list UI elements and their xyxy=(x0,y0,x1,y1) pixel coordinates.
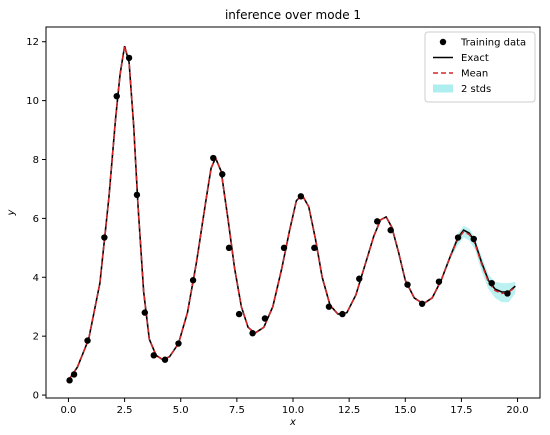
y-tick-label: 4 xyxy=(33,273,39,284)
y-tick-label: 6 xyxy=(33,214,39,225)
training-point xyxy=(374,218,381,225)
training-point xyxy=(261,315,269,322)
legend-training-marker xyxy=(439,38,447,46)
y-tick-label: 2 xyxy=(33,332,39,343)
training-point xyxy=(235,310,243,318)
training-point xyxy=(280,244,288,252)
x-tick-label: 10.0 xyxy=(282,405,304,416)
training-point xyxy=(454,234,462,241)
training-point xyxy=(225,244,233,252)
training-point xyxy=(470,235,477,243)
training-point xyxy=(161,356,169,363)
chart-title: inference over mode 1 xyxy=(225,8,361,22)
training-point xyxy=(404,281,411,288)
training-point xyxy=(387,226,394,234)
y-tick-label: 10 xyxy=(26,96,39,107)
y-axis-label: y xyxy=(6,208,17,216)
x-tick-label: 7.5 xyxy=(229,405,245,416)
training-point xyxy=(125,54,133,62)
x-tick-label: 17.5 xyxy=(450,405,472,416)
training-point xyxy=(141,309,148,316)
y-tick-label: 8 xyxy=(33,155,39,166)
training-point xyxy=(84,337,91,344)
x-tick-label: 20.0 xyxy=(506,405,528,416)
legend-label-training: Training data xyxy=(460,38,526,49)
training-point xyxy=(113,92,120,100)
legend-label-mean: Mean xyxy=(461,69,488,80)
std-band xyxy=(441,225,516,303)
training-point xyxy=(488,279,495,287)
training-point xyxy=(339,310,346,318)
training-point xyxy=(66,377,73,384)
training-point xyxy=(189,277,197,284)
training-point xyxy=(101,234,108,241)
training-point xyxy=(210,154,217,162)
training-point xyxy=(418,300,426,307)
x-tick-label: 5.0 xyxy=(173,405,189,416)
band-layer xyxy=(441,225,516,303)
training-point xyxy=(435,278,443,285)
training-point xyxy=(311,244,318,252)
legend-label-exact: Exact xyxy=(461,53,489,64)
mean-layer xyxy=(67,45,516,381)
training-points-layer xyxy=(66,54,511,384)
x-axis: 0.0 2.5 5.0 7.5 10.0 12.5 15.0 17.5 20.0 xyxy=(61,398,529,416)
mean-line xyxy=(67,45,516,381)
training-point xyxy=(504,290,511,297)
training-point xyxy=(325,303,333,310)
x-tick-label: 15.0 xyxy=(394,405,416,416)
training-point xyxy=(133,191,141,199)
training-point xyxy=(356,275,363,282)
x-tick-label: 0.0 xyxy=(61,405,77,416)
legend: Training data Exact Mean 2 stds xyxy=(424,31,536,103)
legend-label-band: 2 stds xyxy=(461,84,491,95)
training-point xyxy=(297,193,305,200)
legend-band-swatch xyxy=(433,84,453,93)
training-point xyxy=(150,352,157,359)
training-point xyxy=(70,371,78,378)
y-tick-label: 0 xyxy=(33,391,39,402)
training-point xyxy=(175,340,182,347)
x-tick-label: 2.5 xyxy=(117,405,133,416)
training-point xyxy=(219,171,226,178)
x-tick-label: 12.5 xyxy=(338,405,360,416)
y-axis: 0 2 4 6 8 10 12 xyxy=(26,37,46,402)
x-axis-label: x xyxy=(289,417,296,428)
training-point xyxy=(249,330,256,337)
y-tick-label: 12 xyxy=(26,37,39,48)
